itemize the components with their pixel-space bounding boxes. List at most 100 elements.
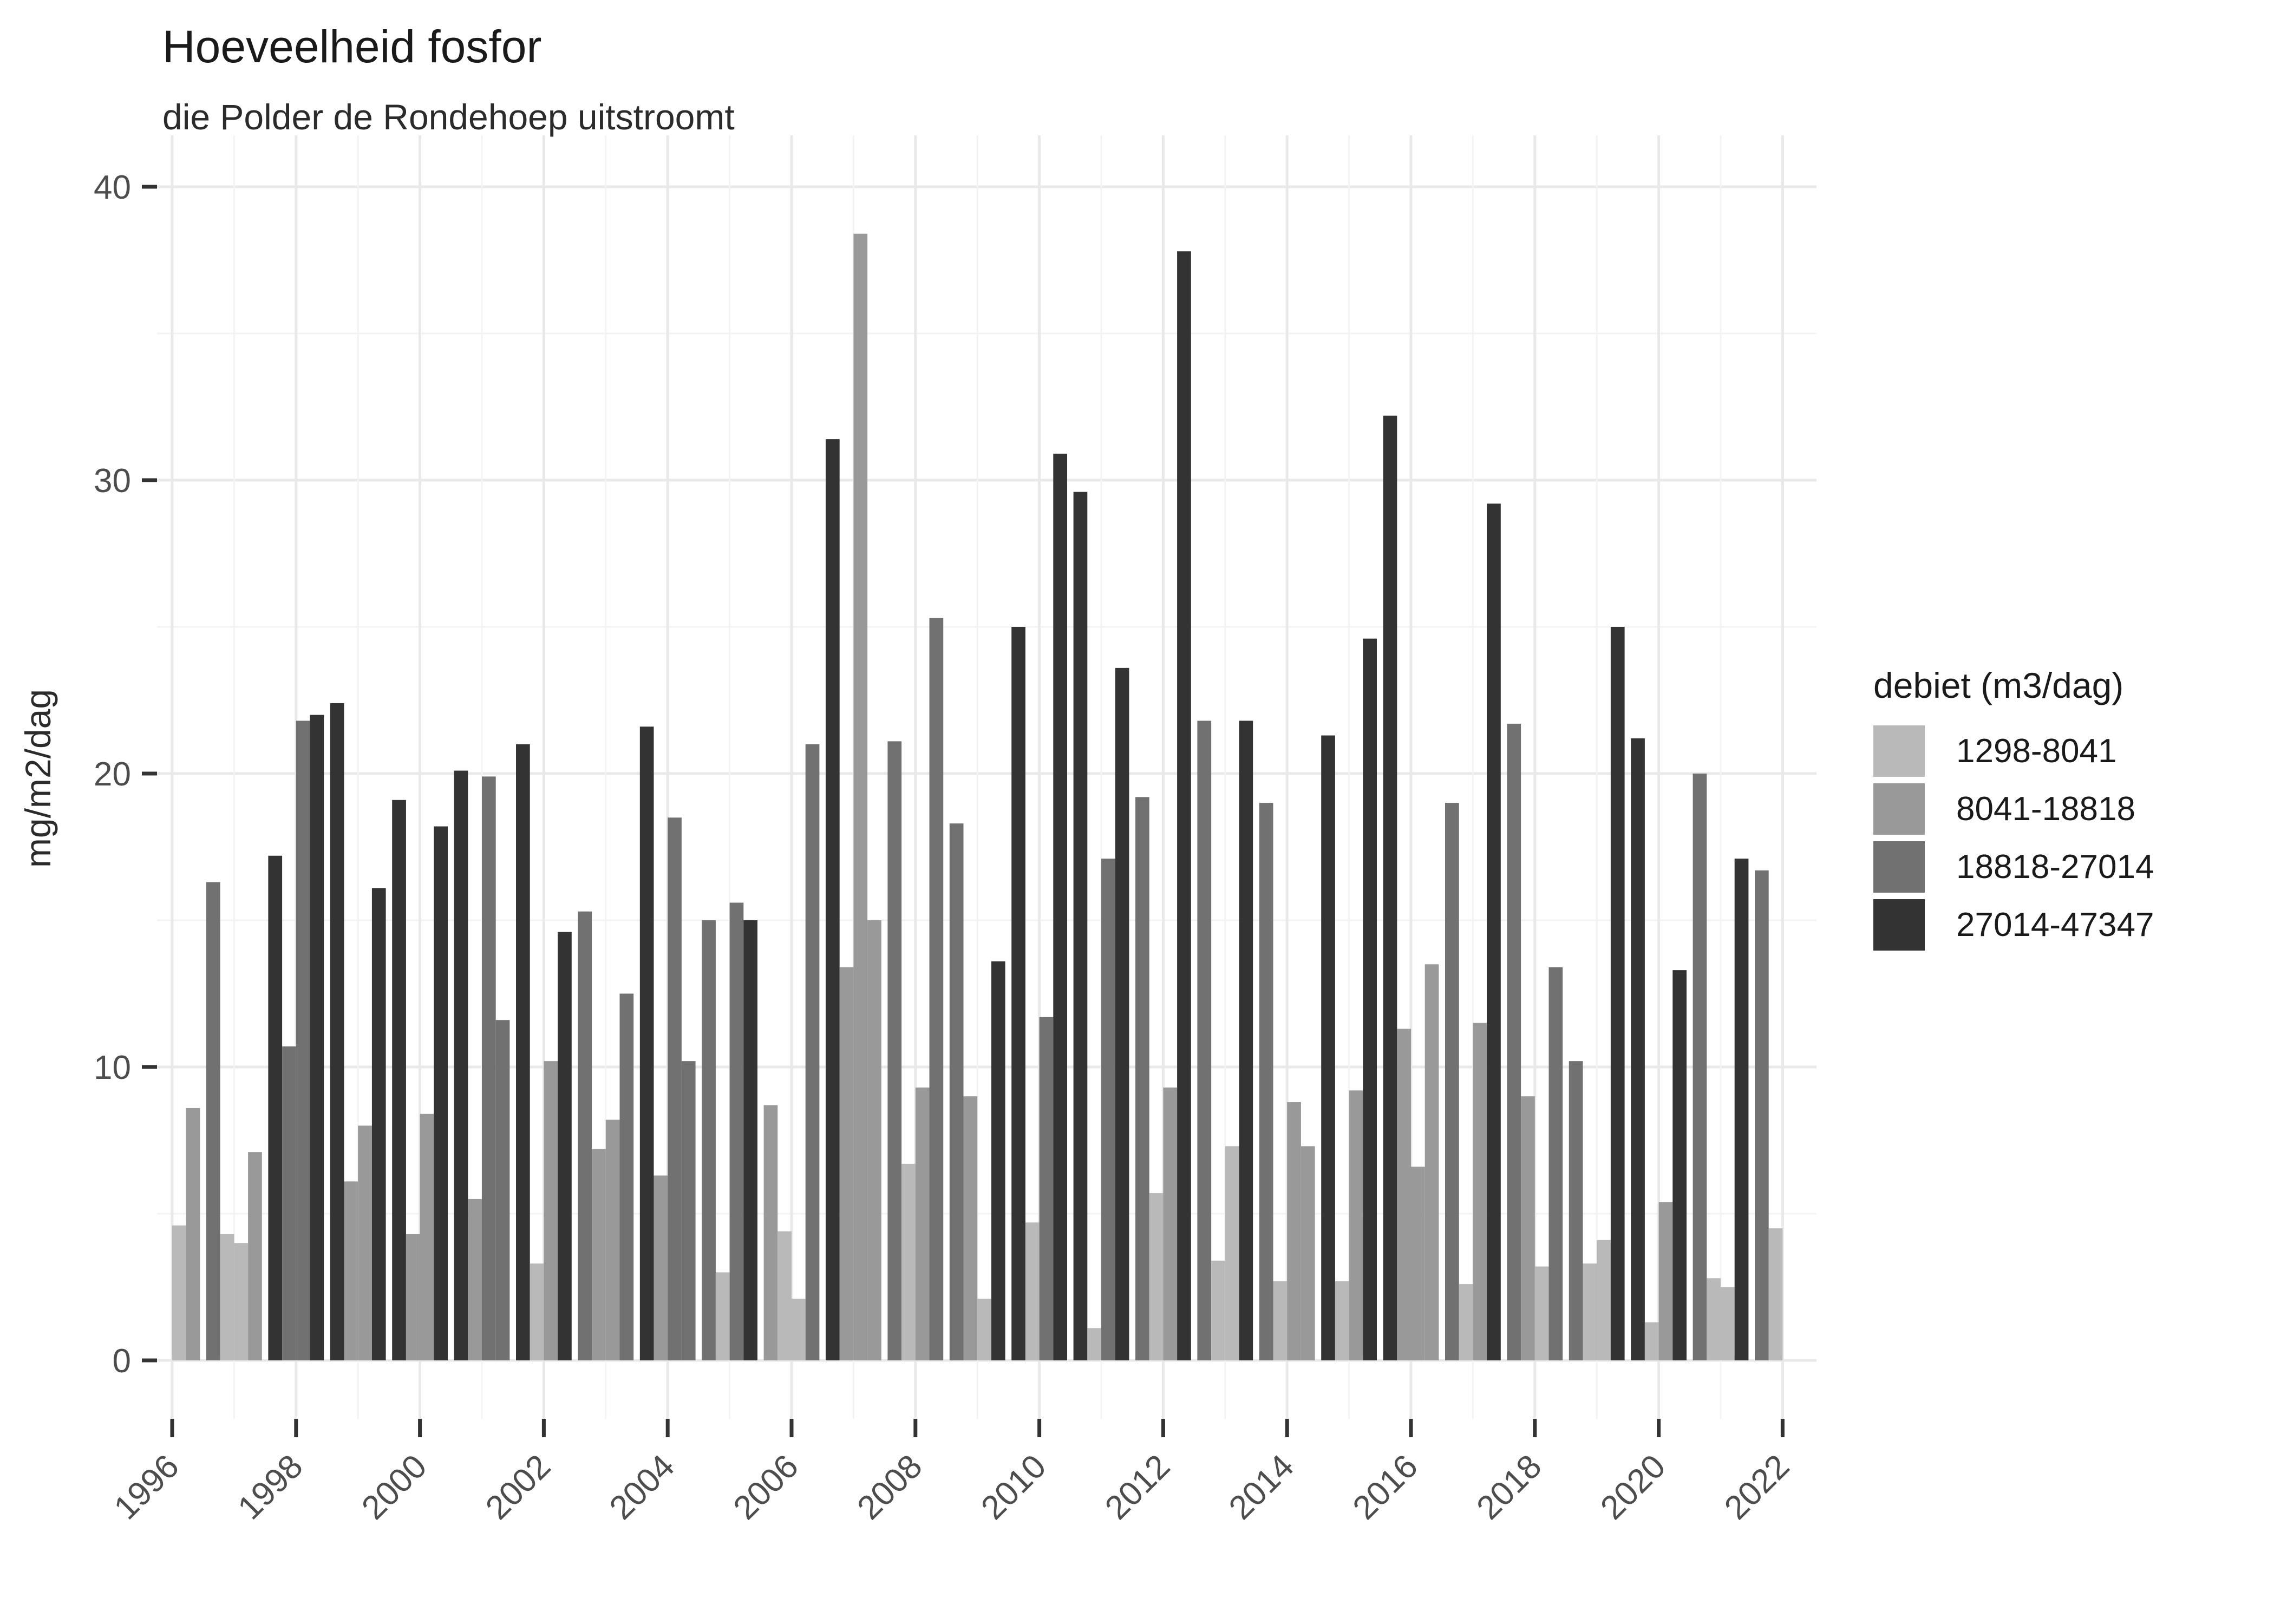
bar-2001-q2 bbox=[468, 1199, 482, 1360]
bar-2003-q1 bbox=[578, 911, 592, 1360]
bar-2019-q4 bbox=[1610, 627, 1625, 1360]
bar-2022-q2 bbox=[1768, 1228, 1783, 1360]
legend-label-2: 18818-27014 bbox=[1956, 848, 2154, 886]
bar-2005-q4 bbox=[743, 920, 757, 1360]
bar-2009-q1 bbox=[949, 823, 964, 1360]
bar-2006-q2 bbox=[777, 1231, 792, 1360]
y-tick-label-30: 30 bbox=[94, 462, 131, 500]
y-tick-label-10: 10 bbox=[94, 1049, 131, 1086]
x-tick-label-2004: 2004 bbox=[603, 1448, 682, 1527]
bar-2013-q4 bbox=[1239, 721, 1253, 1360]
bar-2021-q4 bbox=[1734, 859, 1749, 1360]
bar-2010-q2 bbox=[1025, 1222, 1040, 1360]
x-tick-label-2012: 2012 bbox=[1098, 1448, 1177, 1527]
bar-2012-q4 bbox=[1177, 251, 1191, 1360]
bar-2000-q3 bbox=[420, 1114, 434, 1360]
bar-2017-q2 bbox=[1459, 1284, 1473, 1360]
bar-2014-q3 bbox=[1287, 1102, 1301, 1360]
bar-1998-q4 bbox=[310, 715, 324, 1360]
legend-items: 1298-8041 8041-18818 18818-27014 27014-4734… bbox=[1873, 725, 2154, 951]
bar-1997-q1 bbox=[206, 882, 220, 1360]
bar-2018-q4 bbox=[1548, 967, 1563, 1360]
bar-2009-q2 bbox=[963, 1096, 978, 1360]
legend: debiet (m3/dag) 1298-8041 8041-18818 18818… bbox=[1873, 665, 2154, 957]
bar-2016-q3 bbox=[1411, 1167, 1425, 1360]
y-tick-label-20: 20 bbox=[94, 756, 131, 793]
bar-2011-q4 bbox=[1115, 667, 1129, 1360]
bar-2015-q1 bbox=[1321, 735, 1335, 1360]
bar-2005-q2 bbox=[715, 1272, 730, 1360]
bar-2020-q1 bbox=[1631, 738, 1645, 1360]
legend-label-0: 1298-8041 bbox=[1956, 732, 2117, 770]
bar-1997-q3 bbox=[234, 1243, 249, 1360]
legend-swatch-2 bbox=[1873, 841, 1925, 893]
bar-2016-q1 bbox=[1383, 415, 1397, 1360]
x-tick-label-2018: 2018 bbox=[1469, 1448, 1548, 1527]
legend-item-0: 1298-8041 bbox=[1873, 725, 2154, 777]
bar-2013-q2 bbox=[1211, 1260, 1225, 1360]
bar-2006-q1 bbox=[763, 1105, 778, 1360]
x-tick-label-1996: 1996 bbox=[107, 1448, 186, 1527]
bar-2011-q3 bbox=[1101, 859, 1115, 1360]
legend-swatch-3 bbox=[1873, 899, 1925, 951]
bar-2004-q3 bbox=[668, 817, 682, 1360]
bar-2021-q2 bbox=[1707, 1278, 1721, 1360]
x-tick-label-2014: 2014 bbox=[1222, 1448, 1301, 1527]
bar-1996-q3 bbox=[172, 1225, 186, 1360]
legend-item-3: 27014-47347 bbox=[1873, 899, 2154, 951]
bar-2015-q2 bbox=[1335, 1281, 1349, 1360]
bar-2012-q2 bbox=[1149, 1193, 1164, 1360]
bar-2012-q1 bbox=[1135, 797, 1149, 1360]
bar-2001-q1 bbox=[454, 770, 468, 1360]
bar-2008-q2 bbox=[901, 1163, 916, 1360]
x-tick-label-2002: 2002 bbox=[479, 1448, 558, 1527]
bar-1999-q2 bbox=[344, 1181, 358, 1360]
bar-2000-q1 bbox=[392, 800, 406, 1360]
bar-2020-q4 bbox=[1672, 970, 1687, 1360]
bar-1998-q3 bbox=[296, 721, 310, 1360]
bar-2000-q4 bbox=[434, 826, 448, 1360]
legend-label-3: 27014-47347 bbox=[1956, 906, 2154, 944]
bar-2018-q3 bbox=[1534, 1266, 1549, 1360]
bar-2009-q4 bbox=[991, 961, 1005, 1360]
bar-2017-q3 bbox=[1473, 1023, 1487, 1360]
bar-2003-q2 bbox=[592, 1149, 606, 1360]
bar-2016-q2 bbox=[1397, 1029, 1411, 1360]
bar-2004-q2 bbox=[654, 1175, 668, 1360]
bar-2009-q3 bbox=[977, 1299, 991, 1360]
bar-2020-q2 bbox=[1644, 1322, 1659, 1360]
bar-2016-q4 bbox=[1424, 964, 1439, 1360]
bar-2006-q4 bbox=[805, 744, 820, 1360]
x-tick-label-2006: 2006 bbox=[727, 1448, 806, 1527]
x-tick-label-2020: 2020 bbox=[1593, 1448, 1672, 1527]
x-tick-label-2008: 2008 bbox=[850, 1448, 929, 1527]
bar-2005-q3 bbox=[729, 902, 744, 1360]
bar-2014-q4 bbox=[1301, 1146, 1315, 1360]
bar-2008-q3 bbox=[915, 1087, 930, 1360]
legend-swatch-1 bbox=[1873, 783, 1925, 835]
bar-1998-q2 bbox=[282, 1046, 296, 1360]
bar-1999-q1 bbox=[330, 703, 344, 1360]
bar-2010-q1 bbox=[1011, 627, 1025, 1360]
bar-2021-q3 bbox=[1721, 1287, 1735, 1360]
bar-2001-q3 bbox=[482, 776, 496, 1360]
bar-2007-q2 bbox=[839, 967, 854, 1360]
bar-2002-q1 bbox=[516, 744, 530, 1360]
bar-2020-q3 bbox=[1658, 1202, 1673, 1360]
bar-1996-q4 bbox=[186, 1108, 200, 1360]
bar-2007-q4 bbox=[867, 920, 881, 1360]
chart-title: Hoeveelheid fosfor bbox=[162, 21, 542, 72]
legend-label-1: 8041-18818 bbox=[1956, 790, 2135, 828]
bar-2004-q4 bbox=[681, 1061, 696, 1360]
bar-2003-q4 bbox=[619, 993, 634, 1360]
bar-2015-q4 bbox=[1363, 638, 1377, 1360]
bar-2004-q1 bbox=[639, 726, 654, 1360]
bar-2008-q1 bbox=[887, 741, 902, 1360]
bar-2019-q1 bbox=[1569, 1061, 1583, 1360]
bar-2018-q1 bbox=[1507, 723, 1521, 1360]
bar-2017-q1 bbox=[1445, 803, 1459, 1360]
bar-2003-q3 bbox=[605, 1119, 620, 1360]
y-tick-label-0: 0 bbox=[113, 1343, 131, 1380]
x-tick-label-2010: 2010 bbox=[974, 1448, 1053, 1527]
